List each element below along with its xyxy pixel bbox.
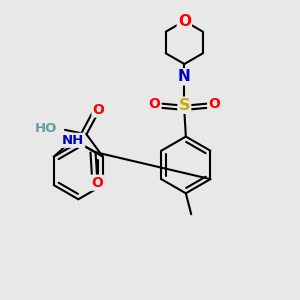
Text: O: O [91, 176, 103, 190]
Text: O: O [178, 14, 191, 28]
Text: O: O [148, 97, 160, 111]
Text: S: S [178, 98, 190, 113]
Text: O: O [92, 103, 104, 116]
Text: NH: NH [62, 134, 84, 147]
Text: HO: HO [35, 122, 58, 135]
Text: O: O [208, 97, 220, 111]
Text: N: N [178, 69, 191, 84]
